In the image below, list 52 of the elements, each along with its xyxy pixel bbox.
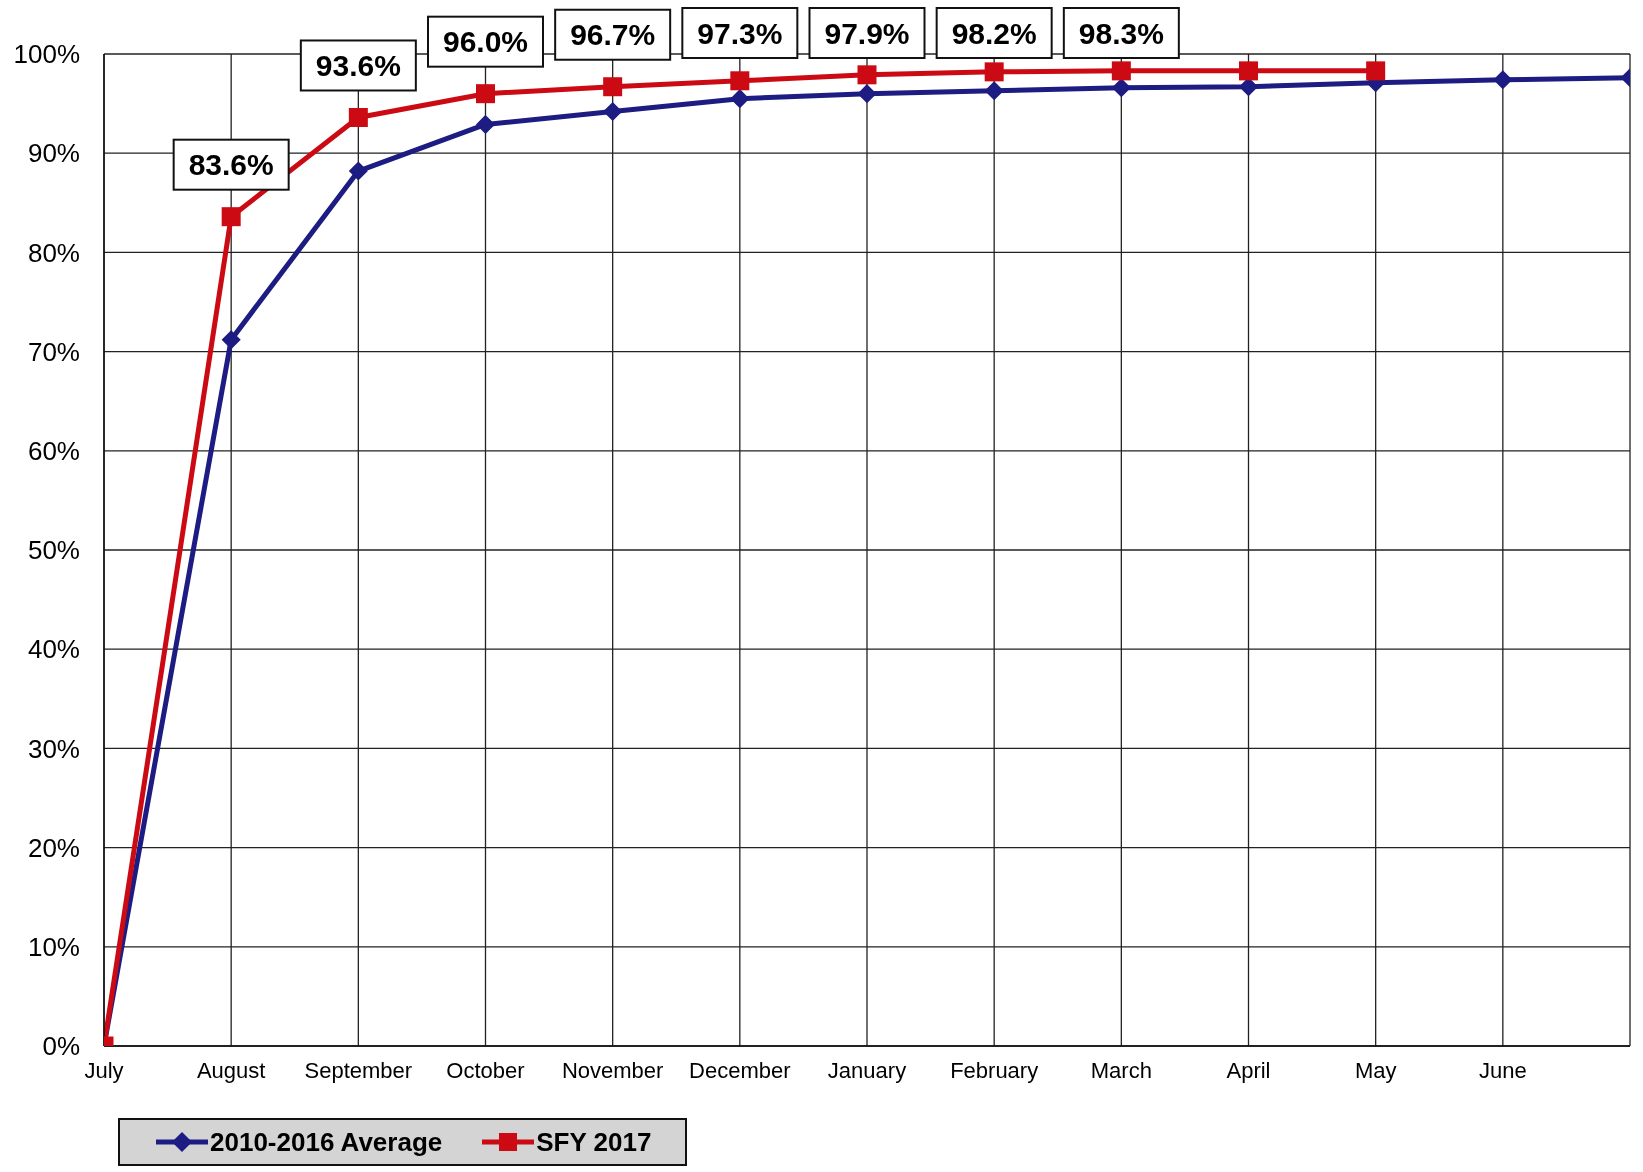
point [603,102,622,121]
x-tick-label: August [196,1057,266,1083]
data-label: 93.6% [315,48,401,82]
y-tick-label: 60% [27,436,80,467]
data-label: 96.7% [570,18,656,52]
x-tick-label: September [304,1057,413,1083]
x-tick-label: December [689,1057,791,1083]
point [984,81,1004,100]
y-tick-label: 50% [27,535,80,566]
point [221,330,241,349]
legend-label: SFY 2017 [536,1126,652,1158]
x-tick-label: June [1478,1057,1527,1083]
data-label: 97.9% [824,16,910,50]
y-tick-label: 100% [13,39,80,70]
x-tick-label: April [1226,1057,1271,1083]
y-tick-label: 90% [27,138,80,169]
data-label: 98.2% [951,16,1037,50]
y-tick-label: 70% [27,336,80,367]
point [348,107,368,127]
x-tick-label: May [1354,1057,1397,1083]
point [603,77,623,97]
x-tick-label: January [827,1057,907,1083]
y-tick-label: 10% [27,932,80,963]
y-tick-label: 40% [27,634,80,665]
point [730,89,750,108]
point [730,71,750,91]
legend-label: 2010-2016 Average [210,1126,443,1158]
point [1366,61,1386,81]
point [476,84,495,104]
data-label: 96.0% [442,25,529,59]
point [1239,61,1258,81]
y-tick-label: 80% [27,237,80,268]
point [1493,70,1513,90]
x-tick-label: November [561,1057,664,1083]
data-label: 97.3% [697,16,783,50]
point [1112,78,1131,97]
x-tick-label: March [1090,1057,1152,1083]
data-label: 98.3% [1078,16,1164,50]
point [221,207,241,227]
point [476,115,495,134]
x-tick-label: October [446,1057,525,1083]
x-tick-label: February [950,1057,1039,1083]
point [984,62,1004,82]
y-tick-label: 30% [27,733,80,764]
point [1111,61,1131,81]
y-tick-label: 20% [27,832,80,863]
x-tick-label: July [84,1057,124,1083]
point [349,161,368,181]
y-tick-label: 0% [42,1031,80,1062]
point [857,65,877,85]
data-label: 83.6% [188,148,274,182]
point [857,84,877,103]
